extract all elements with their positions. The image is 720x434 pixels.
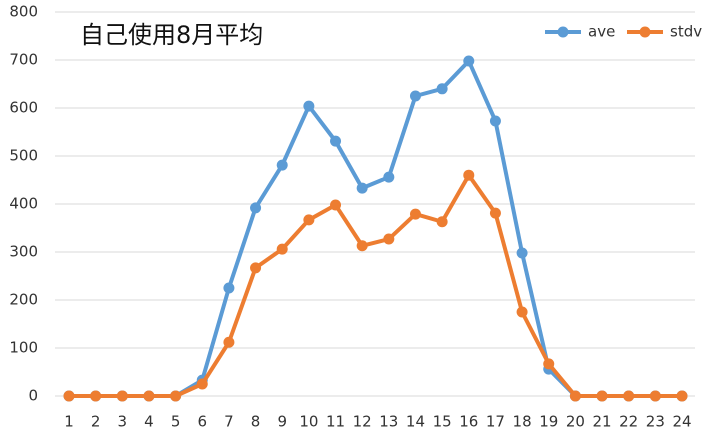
- point: [303, 100, 315, 112]
- x-tick-label: 8: [251, 413, 261, 431]
- point: [489, 207, 501, 219]
- point: [676, 390, 688, 402]
- point: [383, 233, 395, 245]
- x-tick-label: 7: [224, 413, 234, 431]
- x-tick-label: 12: [353, 413, 372, 431]
- x-tick-label: 10: [299, 413, 318, 431]
- x-tick-label: 1: [64, 413, 74, 431]
- y-tick-label: 200: [9, 291, 38, 309]
- point: [409, 208, 421, 220]
- point: [383, 171, 395, 183]
- x-tick-label: 16: [459, 413, 478, 431]
- point: [409, 90, 421, 102]
- point: [223, 282, 235, 294]
- x-tick-label: 9: [277, 413, 287, 431]
- x-tick-label: 11: [326, 413, 345, 431]
- y-tick-label: 100: [9, 339, 38, 357]
- x-tick-label: 13: [379, 413, 398, 431]
- x-tick-label: 14: [406, 413, 425, 431]
- point: [569, 390, 581, 402]
- y-tick-label: 300: [9, 243, 38, 261]
- point: [170, 390, 182, 402]
- y-tick-label: 400: [9, 195, 38, 213]
- point: [463, 55, 475, 67]
- point: [330, 135, 342, 147]
- chart-title: 自己使用8月平均: [80, 21, 263, 49]
- x-tick-label: 5: [171, 413, 181, 431]
- point: [276, 243, 288, 255]
- point: [356, 182, 368, 194]
- point: [436, 83, 448, 95]
- point: [516, 306, 528, 318]
- point: [276, 159, 288, 171]
- point: [436, 216, 448, 228]
- point: [63, 390, 75, 402]
- x-tick-label: 18: [513, 413, 532, 431]
- legend-marker: [639, 26, 651, 38]
- point: [90, 390, 102, 402]
- point: [463, 169, 475, 181]
- point: [303, 214, 315, 226]
- point: [223, 336, 235, 348]
- legend-label: ave: [588, 23, 615, 41]
- point: [250, 202, 262, 214]
- point: [623, 390, 635, 402]
- point: [196, 378, 208, 390]
- y-tick-label: 0: [28, 387, 38, 405]
- x-tick-label: 15: [433, 413, 452, 431]
- x-tick-label: 23: [646, 413, 665, 431]
- point: [596, 390, 608, 402]
- point: [516, 247, 528, 259]
- x-tick-label: 20: [566, 413, 585, 431]
- x-tick-label: 4: [144, 413, 154, 431]
- y-tick-label: 500: [9, 147, 38, 165]
- point: [250, 262, 262, 274]
- x-tick-label: 24: [672, 413, 691, 431]
- legend-marker: [557, 26, 569, 38]
- x-tick-label: 3: [118, 413, 128, 431]
- x-tick-label: 22: [619, 413, 638, 431]
- point: [489, 115, 501, 127]
- y-tick-label: 800: [9, 3, 38, 21]
- point: [649, 390, 661, 402]
- point: [330, 199, 342, 211]
- y-tick-label: 700: [9, 51, 38, 69]
- point: [116, 390, 128, 402]
- x-tick-label: 2: [91, 413, 101, 431]
- x-tick-label: 6: [197, 413, 207, 431]
- x-tick-label: 21: [592, 413, 611, 431]
- point: [143, 390, 155, 402]
- legend-label: stdv: [670, 23, 702, 41]
- point: [356, 240, 368, 252]
- x-tick-label: 17: [486, 413, 505, 431]
- point: [543, 358, 555, 370]
- y-tick-label: 600: [9, 99, 38, 117]
- x-tick-label: 19: [539, 413, 558, 431]
